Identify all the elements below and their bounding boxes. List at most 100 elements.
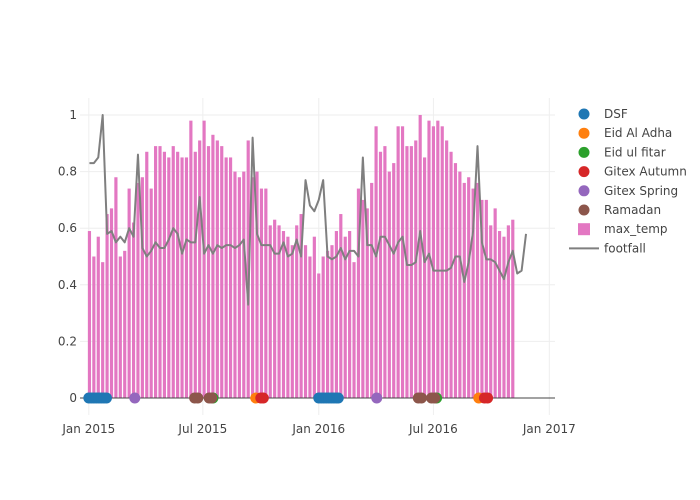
bar-max-temp[interactable] [453, 163, 458, 399]
legend[interactable]: DSF Eid Al Adha Eid ul fitar Gitex Autumn Gi… [569, 107, 687, 255]
bar-max-temp[interactable] [136, 182, 140, 399]
bar-max-temp[interactable] [418, 114, 422, 399]
event-marker-ramadan[interactable] [429, 392, 441, 404]
legend-item-ramadan[interactable]: Ramadan [578, 203, 662, 217]
bar-max-temp[interactable] [105, 214, 109, 399]
bar-max-temp[interactable] [339, 214, 343, 399]
bar-max-temp[interactable] [396, 126, 400, 399]
bar-max-temp[interactable] [198, 140, 202, 399]
event-marker-gitex-autumn[interactable] [257, 392, 269, 404]
event-marker-dsf[interactable] [332, 392, 344, 404]
legend-item-gitex-spring[interactable]: Gitex Spring [578, 184, 679, 198]
bar-max-temp[interactable] [471, 188, 475, 399]
bar-max-temp[interactable] [118, 256, 122, 399]
legend-item-footfall[interactable]: footfall [569, 241, 646, 255]
bar-max-temp[interactable] [497, 231, 502, 399]
bar-max-temp[interactable] [281, 231, 286, 399]
bar-max-temp[interactable] [277, 225, 281, 399]
bar-max-temp[interactable] [189, 120, 193, 399]
bar-max-temp[interactable] [489, 225, 493, 399]
bar-max-temp[interactable] [436, 120, 440, 399]
bar-max-temp[interactable] [449, 151, 453, 399]
event-marker-ramadan[interactable] [192, 392, 204, 404]
bar-max-temp[interactable] [264, 188, 268, 399]
bar-max-temp[interactable] [361, 199, 365, 399]
bar-max-temp[interactable] [352, 262, 356, 399]
bar-max-temp[interactable] [228, 157, 233, 399]
event-marker-gitex-autumn[interactable] [482, 392, 494, 404]
bar-max-temp[interactable] [445, 140, 449, 399]
bar-max-temp[interactable] [233, 171, 237, 399]
bar-max-temp[interactable] [154, 146, 158, 399]
bar-max-temp[interactable] [242, 171, 246, 399]
bar-max-temp[interactable] [211, 134, 215, 399]
bar-max-temp[interactable] [273, 219, 277, 399]
bar-max-temp[interactable] [383, 146, 387, 399]
legend-item-max-temp[interactable]: max_temp [578, 222, 668, 236]
bar-max-temp[interactable] [167, 157, 171, 399]
bar-max-temp[interactable] [140, 177, 144, 399]
bar-max-temp[interactable] [506, 225, 510, 399]
footfall-line[interactable] [89, 113, 528, 306]
bar-max-temp[interactable] [312, 236, 316, 399]
bar-max-temp[interactable] [387, 171, 391, 399]
bar-max-temp[interactable] [303, 245, 308, 399]
bar-max-temp[interactable] [127, 188, 131, 399]
bar-max-temp[interactable] [317, 273, 321, 399]
bar-max-temp[interactable] [480, 199, 484, 399]
legend-item-eid-al-adha[interactable]: Eid Al Adha [578, 126, 673, 140]
bar-max-temp[interactable] [193, 151, 197, 399]
bar-max-temp[interactable] [440, 126, 444, 399]
event-markers[interactable] [83, 392, 494, 404]
bar-max-temp[interactable] [299, 214, 303, 399]
bar-max-temp[interactable] [145, 151, 149, 399]
bar-max-temp[interactable] [96, 236, 100, 399]
bar-max-temp[interactable] [356, 188, 361, 399]
bar-max-temp[interactable] [330, 245, 334, 399]
bar-max-temp[interactable] [462, 182, 466, 399]
bar-max-temp[interactable] [431, 126, 436, 399]
line-series-footfall[interactable] [89, 113, 528, 306]
event-marker-gitex-spring[interactable] [371, 392, 383, 404]
bar-max-temp[interactable] [131, 222, 136, 399]
bar-max-temp[interactable] [206, 146, 211, 399]
bar-max-temp[interactable] [321, 256, 325, 399]
bar-max-temp[interactable] [405, 146, 409, 399]
bar-max-temp[interactable] [158, 146, 162, 399]
bar-max-temp[interactable] [414, 140, 418, 399]
bar-max-temp[interactable] [484, 199, 488, 399]
bar-max-temp[interactable] [365, 208, 369, 399]
legend-item-gitex-autumn[interactable]: Gitex Autumn [578, 165, 687, 179]
bar-max-temp[interactable] [308, 256, 312, 399]
bar-max-temp[interactable] [475, 182, 480, 399]
bar-max-temp[interactable] [374, 126, 378, 399]
bar-max-temp[interactable] [343, 236, 347, 399]
bar-max-temp[interactable] [123, 250, 127, 399]
bar-max-temp[interactable] [101, 262, 105, 399]
event-marker-dsf[interactable] [100, 392, 112, 404]
bar-max-temp[interactable] [114, 177, 118, 399]
bar-max-temp[interactable] [176, 151, 180, 399]
bar-max-temp[interactable] [295, 225, 299, 399]
bar-max-temp[interactable] [149, 188, 153, 399]
bar-max-temp[interactable] [171, 146, 175, 399]
event-marker-ramadan[interactable] [415, 392, 427, 404]
bar-max-temp[interactable] [251, 177, 255, 399]
bar-max-temp[interactable] [325, 250, 330, 399]
bar-max-temp[interactable] [427, 120, 431, 399]
bar-max-temp[interactable] [370, 182, 374, 399]
bar-max-temp[interactable] [378, 151, 383, 399]
bar-max-temp[interactable] [92, 256, 96, 399]
bar-max-temp[interactable] [184, 157, 189, 399]
bar-max-temp[interactable] [237, 177, 241, 399]
event-marker-gitex-spring[interactable] [129, 392, 141, 404]
bar-max-temp[interactable] [286, 236, 290, 399]
bar-max-temp[interactable] [511, 219, 515, 399]
bar-max-temp[interactable] [493, 208, 497, 399]
bar-max-temp[interactable] [392, 163, 396, 399]
bar-max-temp[interactable] [268, 225, 272, 399]
bar-series-max-temp[interactable] [87, 114, 515, 399]
bar-max-temp[interactable] [109, 208, 114, 399]
bar-max-temp[interactable] [423, 157, 427, 399]
bar-max-temp[interactable] [259, 188, 264, 399]
